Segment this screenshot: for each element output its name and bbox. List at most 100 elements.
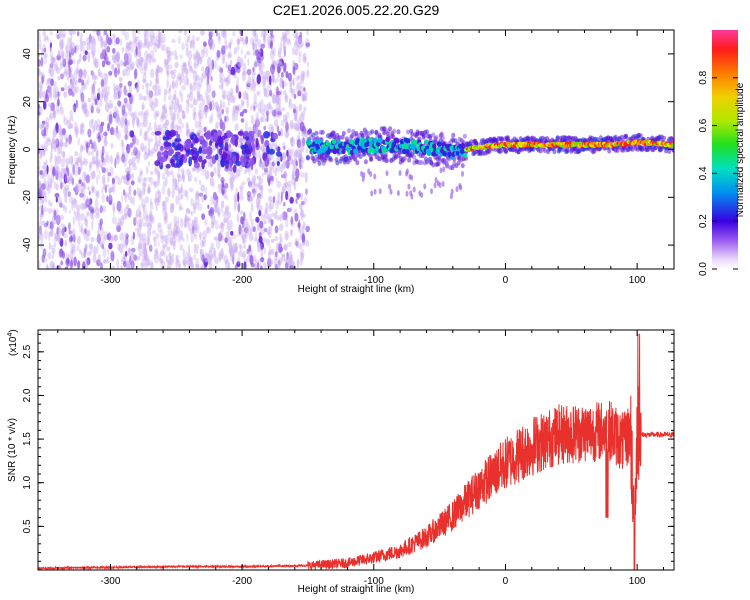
heatmap-cell <box>192 70 198 82</box>
heatmap-cell <box>175 226 179 234</box>
heatmap-cell <box>177 189 181 195</box>
heatmap-cell <box>117 130 121 141</box>
heatmap-cell <box>109 186 115 193</box>
heatmap-cell <box>157 190 162 200</box>
heatmap-cell <box>110 154 113 165</box>
heatmap-cell <box>238 250 243 258</box>
heatmap-cell <box>230 230 234 236</box>
heatmap-cell <box>181 42 185 51</box>
heatmap-cell <box>274 251 278 258</box>
heatmap-cell <box>138 92 143 101</box>
heatmap-cell <box>86 211 90 217</box>
heatmap-cell <box>144 82 150 88</box>
heatmap-cell <box>95 160 101 168</box>
heatmap-cell <box>288 206 293 213</box>
heatmap-cell <box>383 153 388 159</box>
heatmap-cell <box>210 75 213 82</box>
heatmap-cell <box>195 244 200 250</box>
heatmap-cell <box>154 160 161 167</box>
heatmap-cell <box>121 175 124 180</box>
heatmap-cell <box>255 197 260 209</box>
heatmap-cell <box>78 177 83 188</box>
heatmap-cell <box>53 93 58 98</box>
heatmap-cell <box>296 44 301 51</box>
heatmap-cell <box>121 194 124 203</box>
heatmap-cell <box>268 103 272 110</box>
heatmap-cell <box>81 123 84 128</box>
heatmap-cell <box>153 237 157 248</box>
heatmap-cell <box>80 92 85 103</box>
x-tick-label: 100 <box>629 275 646 286</box>
heatmap-cell <box>126 263 131 269</box>
heatmap-cell <box>410 193 414 200</box>
heatmap-cell <box>227 98 231 107</box>
heatmap-cell <box>176 125 182 130</box>
heatmap-cell <box>186 104 189 115</box>
heatmap-cell <box>221 30 226 38</box>
heatmap-cell <box>59 30 63 38</box>
heatmap-cell <box>320 129 325 135</box>
heatmap-cell <box>62 58 67 67</box>
heatmap-cell <box>54 192 60 199</box>
heatmap-cell <box>50 150 53 160</box>
heatmap-cell <box>176 158 182 168</box>
heatmap-cell <box>46 265 50 269</box>
heatmap-cell <box>132 39 138 48</box>
heatmap-cell <box>234 139 238 147</box>
heatmap-cell <box>207 254 212 265</box>
heatmap-cell <box>120 265 123 269</box>
heatmap-cell <box>105 85 110 91</box>
heatmap-cell <box>242 71 247 76</box>
heatmap-cell <box>78 152 83 163</box>
heatmap-cell <box>82 192 86 201</box>
heatmap-cell <box>49 260 55 269</box>
heatmap-cell <box>193 216 198 226</box>
heatmap-cell <box>116 125 118 134</box>
heatmap-cell <box>175 255 179 263</box>
heatmap-cell <box>68 117 72 125</box>
heatmap-cell <box>177 216 180 224</box>
heatmap-cell <box>270 47 275 55</box>
heatmap-cell <box>128 185 132 194</box>
heatmap-cell <box>259 117 264 123</box>
heatmap-cell <box>270 64 275 75</box>
heatmap-cell <box>106 256 110 264</box>
heatmap-cell <box>221 94 226 99</box>
heatmap-cell <box>225 76 229 87</box>
heatmap-cell <box>165 163 171 169</box>
heatmap-cell <box>162 122 166 133</box>
heatmap-cell <box>72 234 76 243</box>
heatmap-cell <box>120 216 125 226</box>
heatmap-cell <box>167 51 172 62</box>
heatmap-cell <box>90 105 94 114</box>
heatmap-cell <box>142 242 147 252</box>
heatmap-cell <box>104 102 110 113</box>
heatmap-cell <box>284 30 290 36</box>
heatmap-cell <box>231 95 236 104</box>
heatmap-cell <box>204 108 208 119</box>
heatmap-cell <box>461 170 464 177</box>
heatmap-cell <box>202 230 207 240</box>
heatmap-cell <box>184 214 188 223</box>
y-tick-label: 40 <box>22 48 33 60</box>
heatmap-cell <box>152 180 157 186</box>
heatmap-cell <box>295 240 299 247</box>
heatmap-cell <box>268 187 273 194</box>
heatmap-cell <box>152 84 157 92</box>
heatmap-cell <box>115 84 120 91</box>
heatmap-cell <box>162 180 166 189</box>
heatmap-cell <box>259 61 265 70</box>
heatmap-cell <box>60 223 66 229</box>
heatmap-cell <box>166 69 171 76</box>
heatmap-cell <box>94 191 99 197</box>
heatmap-cell <box>274 144 279 152</box>
heatmap-cell <box>128 58 132 65</box>
heatmap-cell <box>255 216 260 223</box>
heatmap-cell <box>178 263 181 269</box>
heatmap-cell <box>83 217 88 226</box>
heatmap-cell <box>82 69 87 77</box>
x-tick-label: 0 <box>503 576 509 587</box>
heatmap-cell <box>64 205 68 214</box>
heatmap-cell <box>69 38 73 49</box>
